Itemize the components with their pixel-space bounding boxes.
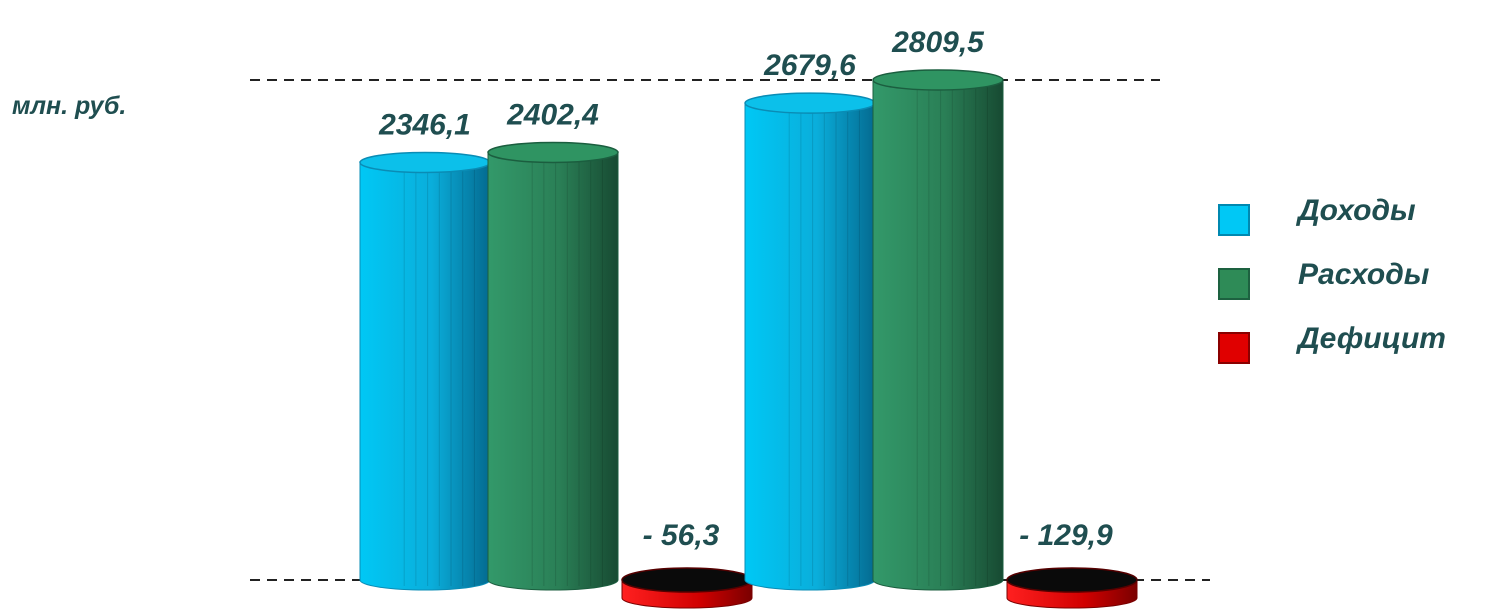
bar-top (487, 141, 619, 164)
bar-body (744, 102, 876, 591)
bar-top (744, 92, 876, 114)
bar-income-1 (359, 151, 491, 591)
bar-expenses-1 (487, 141, 619, 591)
bar-top (359, 151, 491, 174)
legend-item-deficit: Дефицит (1218, 318, 1511, 382)
legend-item-expenses: Расходы (1218, 254, 1511, 318)
bar-top (621, 567, 753, 593)
value-label-income-1: 2346,1 (378, 108, 471, 141)
chart-legend: Доходы Расходы Дефицит (1218, 190, 1511, 382)
bar-deficit-1 (621, 567, 753, 609)
unit-label: млн. руб. (12, 92, 127, 120)
legend-swatch-deficit (1218, 332, 1250, 364)
value-label-deficit-1: - 56,3 (643, 519, 720, 552)
legend-item-income: Доходы (1218, 190, 1511, 254)
value-label-expenses-1: 2402,4 (506, 98, 599, 131)
legend-label-income: Доходы (1298, 194, 1416, 227)
legend-swatch-expenses (1218, 268, 1250, 300)
legend-swatch-income (1218, 204, 1250, 236)
bar-body (359, 161, 491, 591)
bar-body (487, 151, 619, 591)
bar-top (872, 69, 1004, 91)
legend-label-expenses: Расходы (1298, 258, 1430, 291)
legend-label-deficit: Дефицит (1298, 322, 1446, 355)
bar-expenses-2 (872, 69, 1004, 591)
bar-deficit-2 (1006, 567, 1138, 609)
bar-body (872, 79, 1004, 591)
bar-top (1006, 567, 1138, 593)
bar-income-2 (744, 92, 876, 591)
value-label-deficit-2: - 129,9 (1019, 519, 1113, 552)
value-label-income-2: 2679,6 (763, 49, 856, 82)
value-label-expenses-2: 2809,5 (891, 26, 985, 59)
